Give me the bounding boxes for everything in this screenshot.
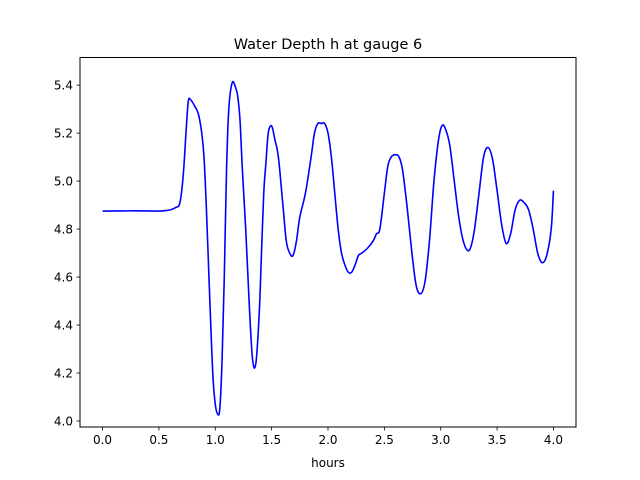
x-tick-label: 3.0 (431, 433, 450, 447)
y-tick-label: 5.4 (54, 79, 73, 93)
x-tick-label: 2.0 (318, 433, 337, 447)
series-line (102, 80, 555, 416)
x-tick-label: 1.5 (262, 433, 281, 447)
y-tick-label: 4.8 (54, 223, 73, 237)
plot-frame (79, 57, 577, 428)
y-tick-label: 4.0 (54, 415, 73, 429)
x-tick-label: 0.0 (93, 433, 112, 447)
y-axis: 4.0 4.2 4.4 4.6 4.8 5.0 5.2 5.4 (54, 79, 80, 429)
y-tick-label: 5.2 (54, 127, 73, 141)
x-axis-label: hours (311, 456, 345, 470)
y-tick-label: 4.6 (54, 271, 73, 285)
x-tick-label: 4.0 (544, 433, 563, 447)
x-tick-label: 2.5 (375, 433, 394, 447)
x-axis: 0.0 0.5 1.0 1.5 2.0 2.5 3.0 3.5 4.0 (93, 427, 563, 447)
y-tick-label: 4.2 (54, 367, 73, 381)
x-tick-label: 3.5 (488, 433, 507, 447)
x-tick-label: 1.0 (206, 433, 225, 447)
x-tick-label: 0.5 (149, 433, 168, 447)
plot-area (102, 80, 555, 416)
chart-title: Water Depth h at gauge 6 (234, 37, 422, 53)
y-tick-label: 4.4 (54, 319, 73, 333)
y-tick-label: 5.0 (54, 175, 73, 189)
